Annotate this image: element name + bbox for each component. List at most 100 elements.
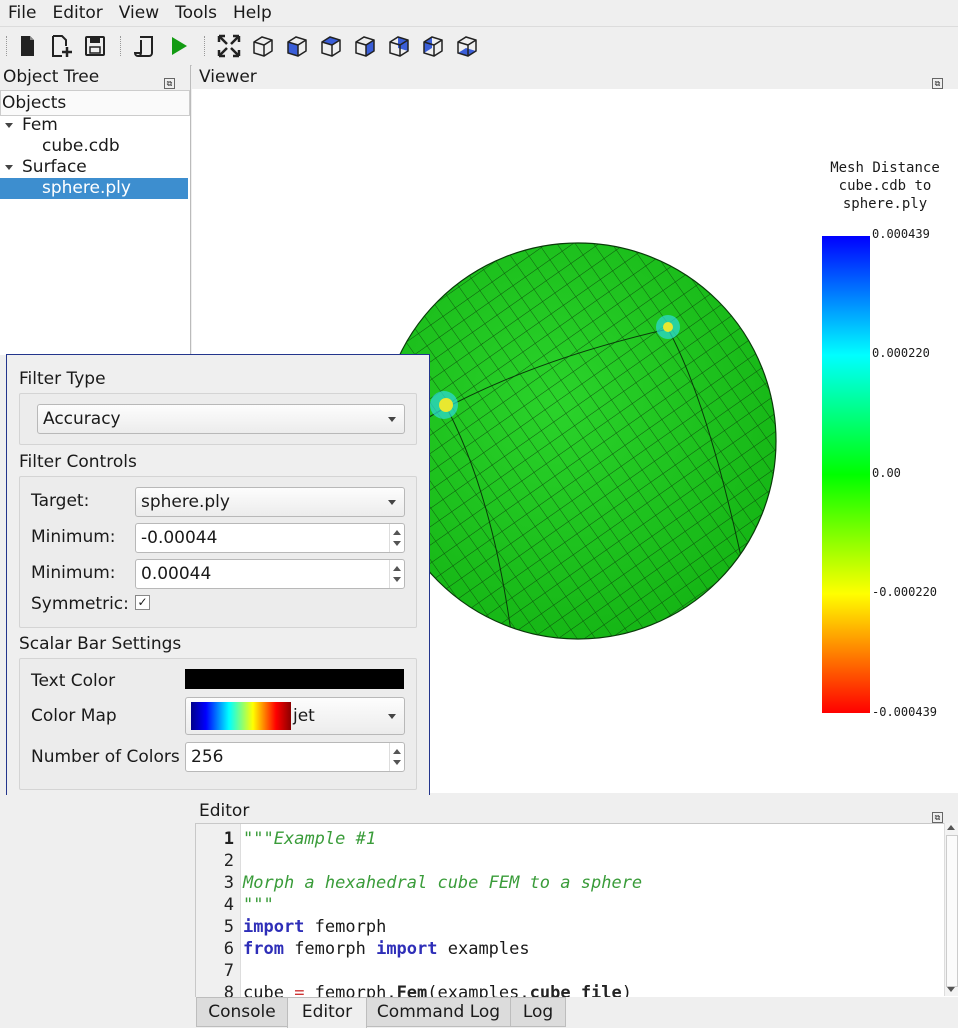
filter-type-title: Filter Type — [19, 369, 106, 389]
code-token: ) — [621, 983, 633, 998]
scalar-bar-settings-title: Scalar Bar Settings — [19, 634, 182, 654]
menu-help[interactable]: Help — [233, 3, 272, 23]
front-view-icon[interactable] — [284, 33, 310, 59]
editor-title: Editor — [199, 801, 250, 821]
minimum-value: -0.00044 — [141, 528, 218, 548]
filter-type-select[interactable]: Accuracy — [37, 404, 405, 434]
spin-buttons[interactable] — [389, 560, 404, 588]
code-line[interactable]: import femorph — [243, 916, 386, 938]
jet-colormap-preview — [191, 702, 291, 730]
expand-arrow-icon[interactable] — [5, 165, 13, 170]
scalar-tick-label: 0.00 — [872, 466, 901, 480]
code-token: (examples. — [427, 983, 530, 998]
fit-view-icon[interactable] — [216, 33, 242, 59]
number-of-colors-input[interactable]: 256 — [185, 742, 405, 772]
menu-tools[interactable]: Tools — [175, 3, 217, 23]
tree-item-label: sphere.ply — [42, 178, 131, 198]
code-token: femorph — [283, 939, 377, 959]
left-view-icon[interactable] — [420, 33, 446, 59]
line-number: 6 — [223, 939, 234, 959]
target-select[interactable]: sphere.ply — [135, 487, 405, 517]
code-token: """Example #1 — [243, 829, 377, 849]
line-number-gutter: 1 2 3 4 5 6 7 8 — [196, 824, 241, 997]
back-view-icon[interactable] — [386, 33, 412, 59]
expand-arrow-icon[interactable] — [5, 123, 13, 128]
scalar-tick-label: -0.000220 — [872, 585, 938, 599]
viewer-header: Viewer ⧉✕ — [192, 65, 958, 109]
code-token: Morph a hexahedral cube FEM to a sphere — [243, 873, 643, 893]
code-line[interactable]: cube = femorph.Fem(examples.cube_file) — [243, 982, 633, 998]
sphere-render[interactable] — [192, 89, 958, 793]
scroll-down-icon[interactable] — [947, 987, 955, 992]
chevron-down-icon — [388, 500, 396, 505]
filter-type-group: Accuracy — [19, 393, 417, 445]
code-line[interactable]: Morph a hexahedral cube FEM to a sphere — [243, 872, 642, 894]
tree-item-cube[interactable]: cube.cdb — [0, 136, 188, 157]
line-number: 3 — [223, 873, 234, 893]
color-map-select[interactable]: jet — [185, 697, 405, 735]
tab-console[interactable]: Console — [196, 997, 288, 1027]
maximum-label: Minimum: — [31, 563, 116, 583]
line-number: 7 — [223, 961, 234, 981]
menu-file[interactable]: File — [8, 3, 37, 23]
code-editor[interactable]: 1 2 3 4 5 6 7 8 """Example #1 Morph a hex… — [195, 823, 958, 998]
code-line[interactable]: """ — [243, 894, 274, 916]
script-icon[interactable] — [132, 33, 158, 59]
scalar-bar-title-line: sphere.ply — [842, 196, 928, 212]
code-token: cube_file — [529, 983, 622, 998]
right-view-icon[interactable] — [352, 33, 378, 59]
code-token: """ — [243, 895, 274, 915]
hotspot — [439, 398, 453, 412]
spin-down-icon[interactable] — [393, 577, 401, 582]
scroll-up-icon[interactable] — [947, 825, 955, 830]
object-tree-panel: Object Tree ⧉✕ Objects Fem cube.cdb Surf… — [0, 65, 191, 355]
scrollbar-thumb[interactable] — [946, 835, 958, 987]
toolbar-separator — [120, 36, 123, 56]
add-file-icon[interactable] — [48, 33, 74, 59]
spin-buttons[interactable] — [389, 743, 404, 771]
float-icon[interactable]: ⧉ — [164, 78, 175, 89]
menu-editor[interactable]: Editor — [52, 3, 103, 23]
float-icon[interactable]: ⧉ — [932, 812, 943, 823]
scalar-tick-label: 0.000439 — [872, 227, 930, 241]
tree-item-label: Fem — [22, 115, 58, 135]
text-color-swatch[interactable] — [185, 669, 404, 689]
float-icon[interactable]: ⧉ — [932, 78, 943, 89]
spin-down-icon[interactable] — [393, 541, 401, 546]
spin-up-icon[interactable] — [393, 566, 401, 571]
symmetric-checkbox[interactable]: ✓ — [135, 595, 150, 610]
scalar-bar-title-line: Mesh Distance — [830, 160, 940, 176]
line-number: 1 — [223, 829, 234, 849]
bottom-view-icon[interactable] — [454, 33, 480, 59]
code-token: examples — [437, 939, 530, 959]
spin-up-icon[interactable] — [393, 530, 401, 535]
color-map-label: Color Map — [31, 706, 117, 726]
tree-item-sphere[interactable]: sphere.ply — [0, 178, 188, 199]
target-label: Target: — [31, 491, 90, 511]
tree-item-fem[interactable]: Fem — [0, 115, 188, 136]
viewer-title: Viewer — [199, 67, 257, 87]
panel-buttons: ⧉✕ — [930, 71, 954, 109]
save-icon[interactable] — [82, 33, 108, 59]
tab-log[interactable]: Log — [510, 997, 566, 1027]
menu-view[interactable]: View — [118, 3, 160, 23]
text-color-label: Text Color — [31, 671, 116, 691]
iso-view-icon[interactable] — [250, 33, 276, 59]
objects-column-header[interactable]: Objects — [0, 90, 190, 116]
spin-down-icon[interactable] — [393, 760, 401, 765]
scalar-bar-gradient — [822, 236, 870, 713]
new-file-icon[interactable] — [14, 33, 40, 59]
tab-command-log[interactable]: Command Log — [366, 997, 511, 1027]
run-icon[interactable] — [166, 33, 192, 59]
editor-scrollbar[interactable] — [944, 823, 958, 996]
maximum-input[interactable]: 0.00044 — [135, 559, 405, 589]
tab-editor[interactable]: Editor — [287, 997, 367, 1028]
spin-buttons[interactable] — [389, 524, 404, 552]
code-token: = — [294, 983, 305, 998]
code-line[interactable]: """Example #1 — [243, 828, 376, 850]
spin-up-icon[interactable] — [393, 749, 401, 754]
tree-item-surface[interactable]: Surface — [0, 157, 188, 178]
minimum-input[interactable]: -0.00044 — [135, 523, 405, 553]
top-view-icon[interactable] — [318, 33, 344, 59]
code-line[interactable]: from femorph import examples — [243, 938, 530, 960]
